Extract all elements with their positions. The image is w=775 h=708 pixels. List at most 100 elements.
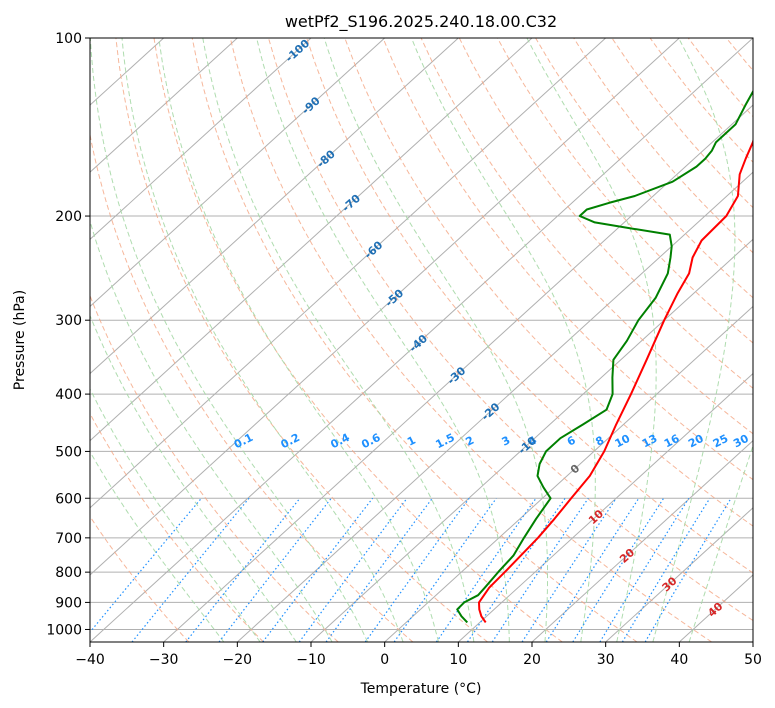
dry-adiabat-line (306, 38, 753, 574)
mixing-ratio-line (572, 497, 665, 642)
isotherm-line (90, 38, 238, 173)
isotherm-line (457, 372, 753, 642)
dewpoint-series-line (456, 89, 753, 624)
mixing-ratio-line (599, 497, 690, 642)
dry-adiabat-line (90, 412, 264, 642)
dry-adiabat-line (573, 38, 753, 254)
isotherm-line (90, 38, 607, 509)
isotherm-line (752, 641, 753, 642)
x-tick-label: 10 (449, 652, 467, 668)
dry-adiabat-line (268, 38, 753, 622)
moist-adiabat-line (688, 444, 753, 642)
x-axis: −40 −30 −20 −10 0 10 20 30 40 50 (75, 642, 762, 668)
plot-frame (89, 37, 754, 643)
y-tick-label: 1000 (46, 622, 82, 638)
dry-adiabat-line (496, 38, 753, 344)
isotherm-line (163, 104, 753, 642)
x-tick-label: −20 (223, 652, 253, 668)
mixing-ratio-label: 13 (640, 432, 660, 451)
isotherm-line (90, 38, 459, 375)
mixing-ratio-label: 20 (686, 432, 706, 451)
x-tick-label: 40 (670, 652, 688, 668)
mixing-ratio-line (262, 497, 374, 642)
mixing-ratio-line (218, 497, 332, 642)
dry-adiabat-line (153, 38, 563, 642)
mixing-ratio-label: 0.6 (359, 431, 383, 452)
moist-adiabat-line (121, 38, 404, 642)
isotherm-line (90, 38, 533, 442)
x-tick-label: −30 (149, 652, 179, 668)
moist-adiabat-line (256, 38, 510, 642)
temperature-series-line (478, 137, 753, 623)
isotherm-line (531, 439, 753, 642)
mixing-ratio-label: 0.2 (279, 431, 302, 451)
moist-adiabat-line (90, 387, 261, 642)
y-tick-label: 500 (55, 444, 82, 460)
mixing-ratio-label: 16 (662, 432, 682, 451)
isotherm-line (90, 38, 753, 642)
y-tick-label: 600 (55, 491, 82, 507)
isotherm-line (236, 171, 753, 642)
mixing-ratio-line (90, 497, 202, 633)
isotherm-line (605, 507, 753, 642)
mixing-ratio-line (435, 497, 537, 642)
mixing-ratio-label: 0.1 (232, 431, 255, 451)
grid-layer (90, 38, 753, 642)
dry-adiabat-line (420, 38, 753, 435)
y-tick-label: 100 (55, 31, 82, 47)
y-axis: 100 200 300 400 500 600 700 800 900 1000 (46, 31, 90, 638)
moist-adiabat-line (90, 219, 333, 642)
y-tick-label: 900 (55, 595, 82, 611)
x-tick-label: 20 (523, 652, 541, 668)
dry-adiabat-line (90, 132, 414, 642)
y-tick-label: 700 (55, 531, 82, 547)
dry-adiabat-line (229, 38, 712, 642)
isotherm-line (90, 38, 680, 576)
dry-adiabat-line (611, 38, 753, 209)
mixing-ratio-line (325, 497, 433, 642)
mixing-ratio-line (644, 497, 732, 642)
dry-adiabat-line (726, 38, 753, 72)
mixing-ratio-line (491, 497, 589, 642)
mixing-ratio-label: 1 (405, 434, 418, 449)
y-tick-label: 300 (55, 313, 82, 329)
x-tick-label: −10 (296, 652, 326, 668)
mixing-ratio-label: 8 (593, 434, 606, 449)
moist-adiabat-line (90, 314, 297, 642)
y-tick-label: 200 (55, 209, 82, 225)
isotherm-line (384, 305, 753, 642)
series-layer (456, 89, 753, 624)
mixing-ratio-label: 25 (711, 432, 731, 451)
mixing-ratio-label: 10 (613, 432, 633, 451)
dry-adiabat-line (649, 38, 753, 163)
x-tick-label: 50 (744, 652, 762, 668)
x-tick-label: −40 (75, 652, 105, 668)
dry-adiabat-line (765, 38, 775, 642)
y-tick-label: 800 (55, 565, 82, 581)
mixing-ratio-line (545, 497, 640, 642)
dry-adiabat-line (191, 38, 638, 642)
mixing-ratio-label: 3 (500, 434, 513, 449)
reference-labels: 0.1 0.2 0.4 0.6 1 1.5 2 3 4 6 8 10 13 16 20 25 30-100-90… (232, 37, 751, 620)
x-axis-label: Temperature (°C) (360, 681, 482, 697)
isotherm-line (90, 38, 386, 308)
x-tick-label: 30 (597, 652, 615, 668)
isotherm-line (90, 38, 312, 241)
moist-adiabat-line (411, 38, 596, 642)
y-axis-label: Pressure (hPa) (12, 290, 28, 390)
moist-adiabat-line (323, 38, 548, 642)
mixing-ratio-line (364, 497, 470, 642)
mixing-ratio-label: 30 (731, 432, 751, 451)
mixing-ratio-label: 1.5 (434, 431, 457, 451)
y-tick-label: 400 (55, 387, 82, 403)
mixing-ratio-line (185, 497, 301, 642)
mixing-ratio-line (298, 497, 408, 642)
moist-adiabat-line (158, 38, 439, 642)
moist-adiabat-line (90, 38, 369, 642)
mixing-ratio-line (466, 497, 566, 642)
dry-adiabat-line (115, 38, 488, 642)
mixing-ratio-label: 6 (565, 433, 578, 448)
moist-adiabat-line (90, 450, 225, 642)
dry-adiabat-line (535, 38, 753, 299)
